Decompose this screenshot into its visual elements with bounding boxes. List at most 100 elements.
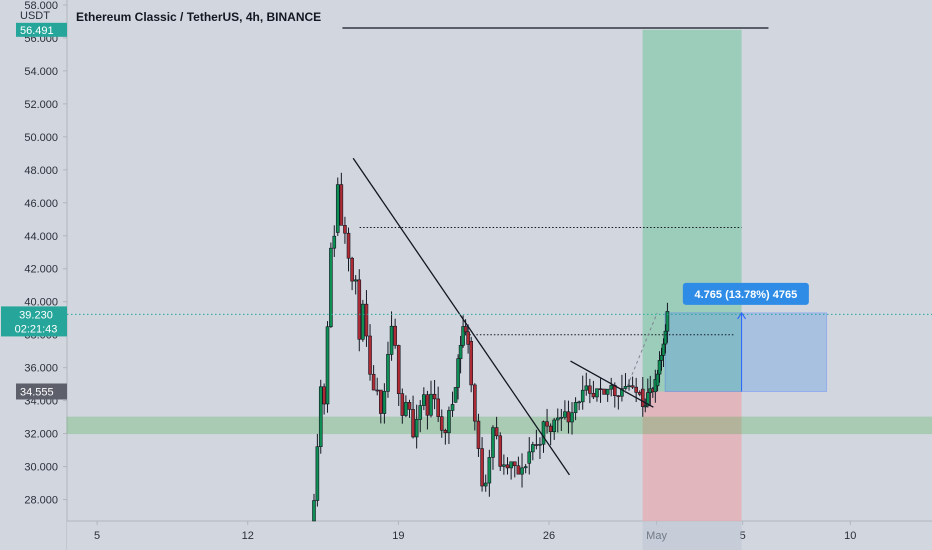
candle-body [425, 394, 430, 416]
candle-body [368, 335, 372, 375]
candle-body [657, 360, 662, 375]
y-tick-label: 58.000 [24, 0, 58, 12]
candle-body [520, 467, 524, 475]
candle-body [483, 482, 488, 487]
candle-body [516, 465, 521, 475]
y-tick-label: 32.000 [24, 429, 58, 441]
long-position-target-zone[interactable] [642, 29, 742, 392]
candle-body [620, 388, 624, 397]
candle-body [598, 388, 603, 391]
trendline[interactable] [352, 157, 570, 476]
candle-body [461, 326, 465, 346]
candle-body [382, 391, 387, 414]
candle-body [637, 392, 642, 395]
candle-body [393, 325, 397, 346]
candle-body [548, 425, 553, 433]
candle-body [602, 388, 606, 395]
x-tick-label: 26 [543, 530, 555, 542]
candle-body [505, 464, 510, 469]
candle-body [487, 457, 492, 484]
candle-body [563, 411, 567, 418]
candle-body [480, 448, 484, 487]
candle-body [498, 435, 503, 467]
candle-body [531, 444, 535, 453]
target-price-tag [16, 22, 67, 37]
candle-body [623, 386, 628, 389]
y-tick-label: 30.000 [24, 462, 58, 474]
candle-body [545, 421, 549, 427]
candle-body [400, 393, 405, 416]
candle-body [429, 393, 433, 416]
price-axis[interactable] [0, 0, 68, 550]
entry-price-tag [16, 383, 67, 400]
candle-body [473, 384, 477, 422]
candle-body [512, 461, 517, 467]
candle-body [584, 385, 589, 391]
candle-body [411, 409, 415, 438]
measure-diagonal [624, 312, 658, 392]
candle-body [404, 402, 408, 416]
x-tick-label: 5 [94, 530, 100, 542]
measure-label-text: 4.765 (13.78%) 4765 [694, 289, 797, 301]
candle-body [332, 235, 337, 249]
price-range-measure-box[interactable] [664, 312, 828, 392]
y-tick-label: 36.000 [24, 363, 58, 375]
candle-body [447, 410, 451, 434]
x-tick-label: 19 [392, 530, 404, 542]
candle-body [322, 386, 326, 405]
candle-body [609, 385, 614, 390]
candle-body [436, 398, 440, 417]
candle-body [422, 394, 426, 406]
candle-body [588, 385, 592, 394]
candle-body [361, 303, 365, 340]
candle-body [538, 443, 542, 446]
candle-body [494, 427, 499, 437]
candle-body [312, 500, 316, 522]
candle-body [552, 419, 557, 433]
candle-body [541, 421, 546, 445]
candle-body [659, 355, 664, 361]
candle-body [580, 389, 585, 403]
candle-body [643, 405, 648, 408]
candle-body [350, 257, 354, 282]
support-zone[interactable] [66, 416, 932, 435]
target-price-tag-text: 56.491 [20, 25, 54, 37]
time-axis-position-range [642, 522, 742, 550]
price-unit-label: USDT [20, 10, 50, 22]
candle-body [450, 404, 455, 411]
candle-body [661, 343, 666, 356]
candle-body [318, 386, 323, 447]
candle-body [534, 444, 539, 446]
candle-body [523, 466, 528, 469]
candle-body [414, 419, 419, 438]
price-axis-background [0, 0, 67, 521]
entry-price-tag-text: 34.555 [20, 386, 54, 398]
y-tick-label: 52.000 [24, 99, 58, 111]
long-position-stop-zone[interactable] [642, 391, 742, 521]
candle-body [469, 340, 473, 386]
candle-body [555, 417, 560, 421]
candle-body [396, 345, 401, 394]
x-tick-label: 12 [242, 530, 254, 542]
candle-body [573, 402, 578, 414]
candle-body [378, 389, 383, 414]
candle-body [509, 461, 513, 469]
plot-background [67, 0, 932, 521]
candle-body [655, 373, 660, 387]
candle-body [663, 330, 668, 345]
candle-body [353, 279, 358, 282]
candle-body [335, 184, 340, 233]
candle-body [665, 311, 670, 332]
candle-body [325, 326, 330, 405]
candle-body [456, 358, 460, 388]
candle-body [645, 392, 650, 407]
candle-body [343, 225, 347, 234]
trendline[interactable] [570, 360, 654, 408]
y-tick-label: 40.000 [24, 297, 58, 309]
candle-body [432, 393, 437, 400]
candle-body [364, 303, 369, 337]
time-axis-background [67, 521, 932, 550]
time-axis[interactable] [67, 520, 932, 550]
candle-body [443, 429, 448, 434]
